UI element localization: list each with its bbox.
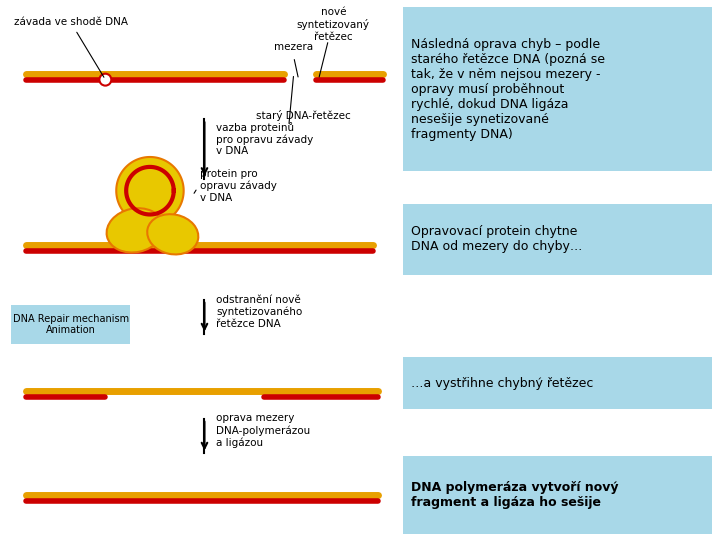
Text: odstranění nově
syntetizovaného
řetězce DNA: odstranění nově syntetizovaného řetězce … — [217, 295, 302, 328]
Text: Následná oprava chyb – podle
starého řetězce DNA (pozná se
tak, že v něm nejsou : Následná oprava chyb – podle starého řet… — [410, 38, 605, 140]
Text: nové
syntetizovaný
řetězec: nové syntetizovaný řetězec — [297, 7, 370, 42]
Text: protein pro
opravu závady
v DNA: protein pro opravu závady v DNA — [199, 169, 276, 202]
FancyBboxPatch shape — [402, 357, 712, 409]
Circle shape — [99, 73, 112, 86]
Text: DNA polymeráza vytvoří nový
fragment a ligáza ho sešije: DNA polymeráza vytvoří nový fragment a l… — [410, 481, 618, 509]
Ellipse shape — [147, 214, 198, 254]
Text: mezera: mezera — [274, 42, 313, 52]
Text: starý DNA-řetězec: starý DNA-řetězec — [256, 110, 351, 122]
Text: oprava mezery
DNA-polymerázou
a ligázou: oprava mezery DNA-polymerázou a ligázou — [217, 414, 310, 448]
Polygon shape — [116, 157, 184, 225]
Ellipse shape — [107, 208, 163, 253]
FancyBboxPatch shape — [402, 7, 712, 171]
Text: Opravovací protein chytne
DNA od mezery do chyby…: Opravovací protein chytne DNA od mezery … — [410, 225, 582, 253]
Text: vazba proteinů
pro opravu závady
v DNA: vazba proteinů pro opravu závady v DNA — [217, 122, 314, 157]
FancyBboxPatch shape — [402, 204, 712, 275]
FancyBboxPatch shape — [12, 305, 130, 345]
Text: závada ve shodě DNA: závada ve shodě DNA — [14, 17, 127, 77]
Text: …a vystřihne chybný řetězec: …a vystřihne chybný řetězec — [410, 376, 593, 389]
FancyBboxPatch shape — [402, 456, 712, 534]
Text: DNA Repair mechanism
Animation: DNA Repair mechanism Animation — [12, 314, 129, 335]
